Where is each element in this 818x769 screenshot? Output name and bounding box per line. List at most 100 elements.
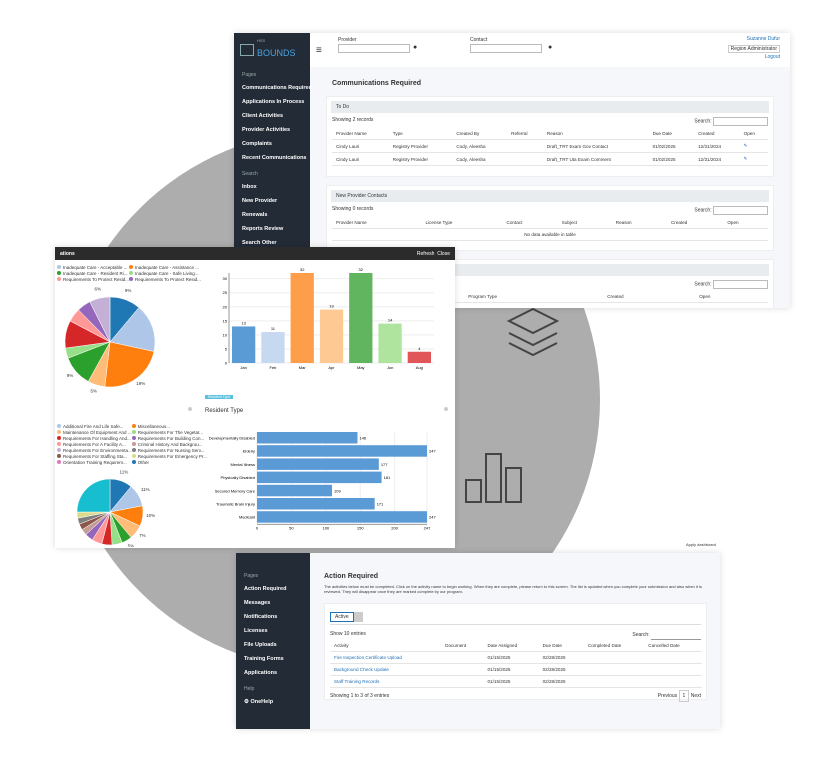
- column-header[interactable]: License Type: [421, 217, 503, 229]
- legend-item[interactable]: Requirements For Nursing Serv...: [131, 447, 207, 453]
- legend-item[interactable]: Inadequate Care - Acceptable ...: [57, 264, 129, 270]
- role-select[interactable]: Region Administrator: [727, 45, 780, 53]
- column-header[interactable]: Program Type: [464, 291, 604, 303]
- column-header[interactable]: Cancelled Date: [644, 640, 702, 652]
- apply-dashboard-link[interactable]: Apply dashboard: [686, 542, 717, 547]
- menu-icon[interactable]: ≡: [316, 45, 322, 56]
- search-input[interactable]: [651, 631, 701, 640]
- edit-icon[interactable]: ✎: [739, 139, 768, 153]
- bar[interactable]: [257, 432, 358, 444]
- bar[interactable]: [261, 332, 285, 363]
- user-name-link[interactable]: Suzanne Dufur: [746, 36, 780, 42]
- sidebar-item[interactable]: Search Other: [242, 240, 277, 246]
- legend-item[interactable]: Inadequate Care - Safe Living...: [128, 270, 201, 276]
- pie-slice[interactable]: [109, 307, 155, 352]
- legend-item[interactable]: Requirements For Environmenta...: [57, 447, 132, 453]
- bar[interactable]: [257, 445, 427, 457]
- bar[interactable]: [319, 309, 344, 363]
- table-cell[interactable]: Fire Inspection Certificate Upload: [330, 651, 442, 664]
- sidebar-item[interactable]: Messages: [244, 600, 271, 606]
- sidebar-item[interactable]: Action Required: [244, 586, 287, 592]
- table-cell[interactable]: Background Check Update: [330, 663, 442, 676]
- sidebar-item[interactable]: Client Activities: [242, 113, 284, 119]
- gear-icon[interactable]: [188, 407, 192, 411]
- column-header[interactable]: Document: [441, 640, 484, 652]
- column-header[interactable]: Provider Name: [332, 217, 422, 229]
- sidebar-item[interactable]: File Uploads: [244, 642, 277, 648]
- sidebar-item[interactable]: Complaints: [242, 141, 272, 147]
- bar[interactable]: [257, 471, 382, 484]
- sidebar-item[interactable]: Renewals: [242, 212, 268, 218]
- column-header[interactable]: Contact: [502, 217, 558, 229]
- search-input[interactable]: [713, 280, 768, 289]
- legend-item[interactable]: Inadequate Care - Assistance ...: [128, 264, 201, 270]
- column-header[interactable]: Provider Name: [332, 128, 389, 140]
- sidebar-item[interactable]: Communications Required: [242, 85, 312, 91]
- logout-link[interactable]: Logout: [764, 54, 780, 60]
- gear-icon[interactable]: [444, 407, 448, 411]
- legend-item[interactable]: Requirements For The Vegetat...: [131, 429, 207, 435]
- legend-item[interactable]: Additional Fire And Life Safe...: [57, 423, 132, 429]
- search-icon[interactable]: ●: [413, 44, 418, 51]
- sidebar-item[interactable]: Provider Activities: [242, 127, 291, 133]
- bar[interactable]: [378, 323, 402, 363]
- bar[interactable]: [257, 458, 379, 470]
- legend-item[interactable]: Other: [131, 459, 207, 465]
- legend-item[interactable]: Requirements To Protect Resid...: [57, 276, 129, 282]
- sidebar-item[interactable]: Licenses: [244, 628, 268, 634]
- legend-item[interactable]: Maintenance Of Equipment And ...: [57, 429, 132, 435]
- bar[interactable]: [349, 273, 373, 363]
- column-header[interactable]: Reason: [542, 128, 649, 140]
- bar[interactable]: [232, 326, 256, 363]
- legend-item[interactable]: Requirements For Emergency Pr...: [131, 453, 207, 459]
- sidebar-item[interactable]: Inbox: [242, 184, 257, 190]
- search-input[interactable]: [713, 206, 768, 215]
- column-header[interactable]: Due Date: [648, 128, 695, 140]
- legend-item[interactable]: Requirements For Building Con...: [131, 435, 207, 441]
- pie-slice[interactable]: [104, 341, 155, 388]
- previous-button[interactable]: Previous: [657, 693, 678, 699]
- column-header[interactable]: Created: [603, 291, 696, 303]
- column-header[interactable]: Created By: [452, 128, 508, 140]
- column-header[interactable]: Open: [723, 217, 768, 229]
- column-header[interactable]: Created: [666, 217, 724, 229]
- legend-item[interactable]: Requirements For Handling And...: [57, 435, 132, 441]
- tab-active[interactable]: Active: [330, 612, 354, 622]
- column-header[interactable]: Open: [739, 128, 768, 140]
- page-button[interactable]: 1: [678, 690, 690, 702]
- refresh-button[interactable]: Refresh: [416, 250, 435, 257]
- column-header[interactable]: Due Date: [538, 640, 584, 652]
- search-input[interactable]: [713, 117, 768, 126]
- table-cell[interactable]: Staff Training Records: [330, 675, 442, 688]
- bar[interactable]: [407, 351, 431, 363]
- legend-item[interactable]: Requirements To Protect Resid...: [128, 276, 201, 282]
- column-header[interactable]: Type: [388, 128, 453, 140]
- edit-icon[interactable]: ✎: [739, 152, 768, 166]
- column-header[interactable]: Reason: [611, 217, 667, 229]
- sidebar-item[interactable]: Reports Review: [242, 226, 284, 232]
- legend-item[interactable]: Criminal History And Backgrou...: [131, 441, 207, 447]
- column-header[interactable]: Date Assigned: [483, 640, 539, 652]
- next-button[interactable]: Next: [690, 693, 701, 699]
- pie-slice[interactable]: [76, 478, 111, 513]
- bar[interactable]: [257, 484, 333, 497]
- column-header[interactable]: Completed Date: [583, 640, 645, 652]
- close-button[interactable]: Close: [437, 250, 450, 257]
- provider-input[interactable]: [338, 44, 410, 53]
- sidebar-item-help[interactable]: ⚙ OneHelp: [244, 699, 274, 705]
- search-icon[interactable]: ●: [548, 44, 553, 51]
- sidebar-item[interactable]: Applications: [244, 670, 278, 676]
- sidebar-item[interactable]: Notifications: [244, 614, 278, 620]
- bar[interactable]: [257, 511, 427, 523]
- column-header[interactable]: Activity: [330, 640, 442, 652]
- sidebar-item[interactable]: Recent Communications: [242, 155, 307, 161]
- legend-item[interactable]: Inadequate Care - Resident Ri...: [57, 270, 129, 276]
- pie-slice[interactable]: [89, 296, 111, 343]
- bar[interactable]: [257, 498, 375, 510]
- legend-item[interactable]: Miscellaneous...: [131, 423, 207, 429]
- sidebar-item[interactable]: New Provider: [242, 198, 278, 204]
- column-header[interactable]: Open: [695, 291, 768, 303]
- sidebar-item[interactable]: Applications In Process: [242, 99, 305, 105]
- contact-input[interactable]: [470, 44, 542, 53]
- legend-item[interactable]: Requirements For Staffing Sta...: [57, 453, 132, 459]
